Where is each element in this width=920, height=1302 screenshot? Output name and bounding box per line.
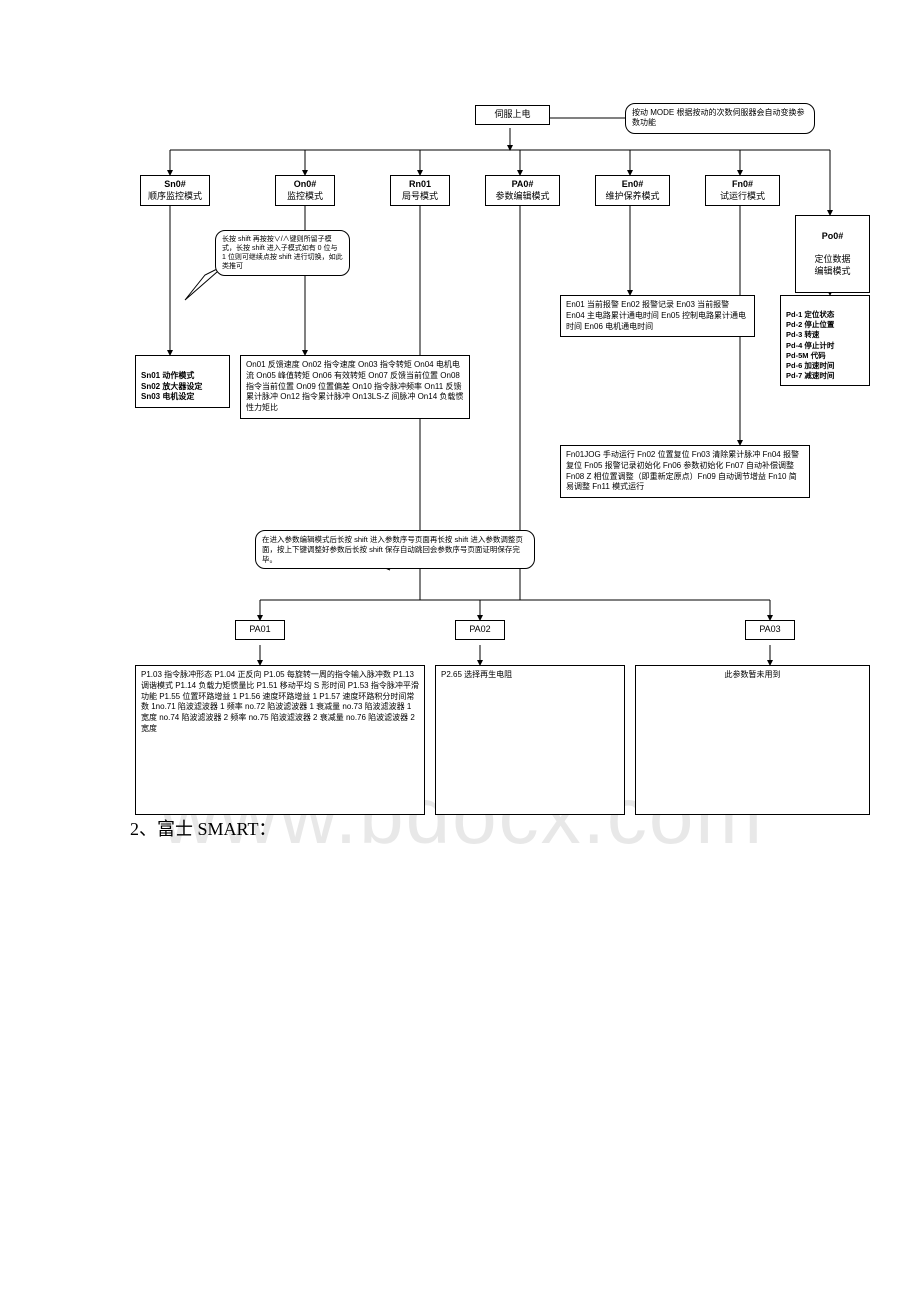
- box-pa02: P2.65 选择再生电阻: [435, 665, 625, 815]
- tab-pa01: PA01: [235, 620, 285, 640]
- mode-en: En0# 维护保养模式: [595, 175, 670, 206]
- mode-fn: Fn0# 试运行模式: [705, 175, 780, 206]
- callout-mode: 按动 MODE 根据按动的次数伺服器会自动变换参数功能: [625, 103, 815, 134]
- node-power-on: 伺服上电: [475, 105, 550, 125]
- node-label: 伺服上电: [494, 109, 530, 119]
- section-footer-title: 2、富士 SMART：: [130, 815, 276, 841]
- flowchart-diagram: 伺服上电 按动 MODE 根据按动的次数伺服器会自动变换参数功能 Sn0# 顺序…: [130, 100, 890, 900]
- callout-sn: 长按 shift 再按按∨/∧键则所留子模式，长按 shift 进入子模式如有 …: [215, 230, 350, 276]
- mode-sn: Sn0# 顺序监控模式: [140, 175, 210, 206]
- mode-po: Po0# 定位数据 编辑模式: [795, 215, 870, 293]
- box-on: On01 反馈速度 On02 指令速度 On03 指令转矩 On04 电机电流 …: [240, 355, 470, 419]
- box-pa01: P1.03 指令脉冲形态 P1.04 正反向 P1.05 每旋转一周的指令输入脉…: [135, 665, 425, 815]
- box-sn: Sn01 动作模式 Sn02 放大器设定 Sn03 电机设定: [135, 355, 230, 408]
- mode-on: On0# 监控模式: [275, 175, 335, 206]
- box-fn: Fn01JOG 手动运行 Fn02 位置复位 Fn03 清除累计脉冲 Fn04 …: [560, 445, 810, 498]
- mode-pa: PA0# 参数编辑模式: [485, 175, 560, 206]
- tab-pa02: PA02: [455, 620, 505, 640]
- callout-pa: 在进入参数编辑模式后长按 shift 进入参数序号页面再长按 shift 进入参…: [255, 530, 535, 569]
- tab-pa03: PA03: [745, 620, 795, 640]
- box-pa03: 此参数暂未用到: [635, 665, 870, 815]
- box-pd: Pd-1 定位状态 Pd-2 停止位置 Pd-3 转速 Pd-4 停止计时 Pd…: [780, 295, 870, 386]
- box-en: En01 当前报警 En02 报警记录 En03 当前报警 En04 主电路累计…: [560, 295, 755, 337]
- mode-rn: Rn01 局号模式: [390, 175, 450, 206]
